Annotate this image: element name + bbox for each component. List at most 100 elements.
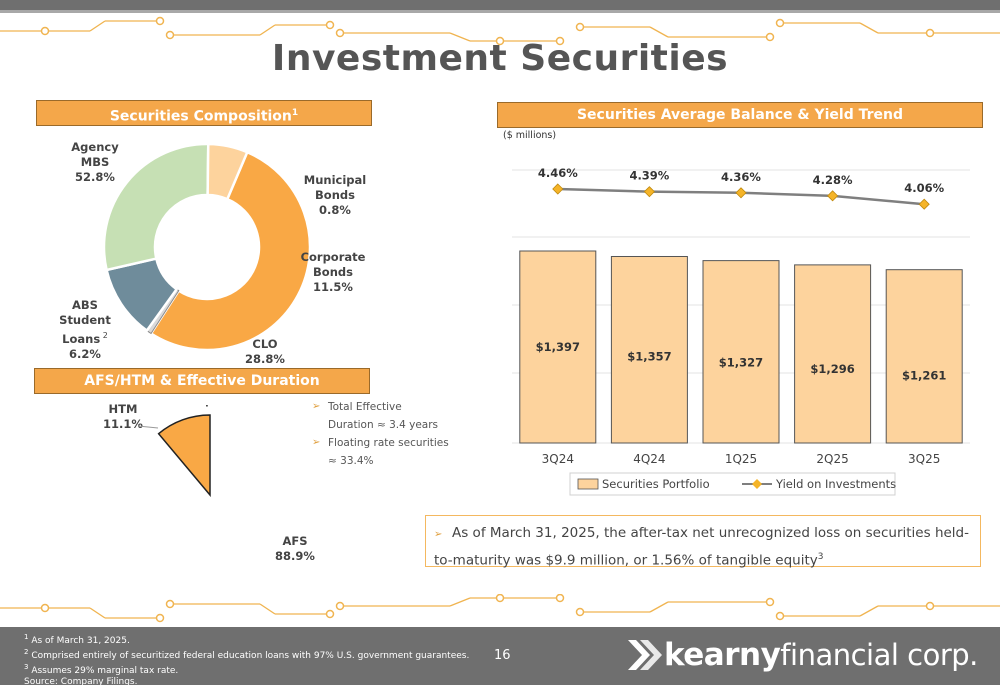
htm-leader-line <box>138 425 159 429</box>
circuit-line <box>89 20 106 32</box>
circuit-node <box>765 597 775 607</box>
circuit-node <box>40 603 50 613</box>
circuit-decoration-bottom <box>0 594 1000 623</box>
circuit-line <box>89 607 106 619</box>
pie-slice-label: AFS 88.9% <box>275 534 315 563</box>
arrow-bullet-icon: ➢ <box>312 437 321 448</box>
circuit-node <box>325 609 335 619</box>
circuit-node <box>165 599 175 609</box>
arrow-bullet-icon: ➢ <box>434 529 443 540</box>
trend-units: ($ millions) <box>503 130 557 141</box>
circuit-decoration-top <box>0 16 1000 46</box>
circuit-node <box>575 22 585 32</box>
circuit-node <box>925 28 935 38</box>
bar-value-label: $1,397 <box>536 340 580 354</box>
slice-name: Municipal Bonds <box>303 173 367 202</box>
slice-name: Corporate Bonds <box>300 250 366 279</box>
duration-bullets: ➢ Total Effective Duration ≈ 3.4 years ➢ F… <box>312 398 482 470</box>
circuit-node <box>765 32 775 42</box>
slice-name-sup: 2 <box>100 331 108 340</box>
slice-name: ABS Student Loans <box>59 298 111 346</box>
circuit-line <box>449 32 471 42</box>
page-number: 16 <box>494 648 511 663</box>
donut-slice-label: Corporate Bonds 11.5% <box>278 250 388 295</box>
kearny-logo: kearny financial corp. <box>626 633 978 677</box>
footnotes: 1 As of March 31, 2025. 2 Comprised enti… <box>24 632 469 688</box>
yield-point <box>735 187 747 199</box>
legend-label: Securities Portfolio <box>602 477 710 491</box>
top-bar-accent <box>0 10 1000 13</box>
bar <box>610 255 688 444</box>
bar <box>702 260 780 444</box>
arrow-bullet-icon: ➢ <box>312 401 321 412</box>
yield-value-label: 4.06% <box>904 181 944 195</box>
circuit-node <box>575 607 585 617</box>
callout-text: As of March 31, 2025, the after-tax net … <box>434 525 969 569</box>
circuit-node <box>335 28 345 38</box>
circuit-node <box>555 594 565 603</box>
pie-slice-afs <box>157 414 211 498</box>
bullet-floating: ➢ Floating rate securities <box>312 434 482 452</box>
composition-header: Securities Composition1 <box>36 100 372 126</box>
legend-label: Yield on Investments <box>775 477 896 491</box>
composition-header-text: Securities Composition <box>109 108 292 125</box>
legend-swatch-marker <box>752 479 762 489</box>
bullet-duration-line2: Duration ≈ 3.4 years <box>328 419 439 431</box>
circuit-node <box>555 36 565 46</box>
footnote-3: 3 Assumes 29% marginal tax rate. <box>24 663 179 676</box>
circuit-node <box>925 601 935 611</box>
circuit-line <box>449 597 471 607</box>
donut-slice-label: Agency MBS 52.8% <box>40 140 150 185</box>
footer-bar <box>0 627 1000 685</box>
composition-donut-chart <box>102 142 312 352</box>
bar-value-label: $1,327 <box>719 356 763 370</box>
logo-text-light: financial corp. <box>780 638 978 672</box>
x-tick-label: 3Q24 <box>542 452 574 466</box>
circuit-node <box>325 20 335 30</box>
circuit-node <box>775 611 785 621</box>
bar <box>794 264 872 444</box>
bullet-duration-cont: Duration ≈ 3.4 years <box>312 416 482 434</box>
circuit-line <box>859 605 879 617</box>
bar-value-label: $1,357 <box>627 349 671 363</box>
footnote-1: 1 As of March 31, 2025. <box>24 633 130 646</box>
bar-value-label: $1,261 <box>902 369 946 383</box>
circuit-line <box>259 24 276 36</box>
circuit-line <box>649 26 669 38</box>
circuit-node <box>495 36 505 46</box>
yield-point <box>643 186 655 198</box>
balance-yield-chart: $1,397 3Q24 $1,357 4Q24 $1,327 1Q25 $1,296 2Q25… <box>512 166 970 496</box>
bullet-duration: ➢ Total Effective <box>312 398 482 416</box>
circuit-node <box>495 594 505 603</box>
logo-text-bold: kearny <box>664 637 781 673</box>
x-tick-label: 1Q25 <box>725 452 757 466</box>
slice-pct: 28.8% <box>245 352 285 366</box>
circuit-node <box>335 601 345 611</box>
chart-legend: Securities Portfolio Yield on Investments <box>569 472 896 496</box>
slice-name: Agency MBS <box>71 140 119 169</box>
afs-htm-pie-chart <box>157 405 211 498</box>
bar <box>885 269 963 444</box>
circuit-node <box>155 16 165 26</box>
x-tick-label: 4Q24 <box>633 452 665 466</box>
callout-sup: 3 <box>817 552 824 562</box>
circuit-line <box>259 603 276 615</box>
donut-slice <box>102 142 210 272</box>
yield-value-label: 4.46% <box>538 166 578 180</box>
donut-slice <box>149 150 312 352</box>
circuit-line <box>859 22 879 34</box>
circuit-node <box>775 18 785 28</box>
slice-pct: 52.8% <box>75 170 115 184</box>
bullet-duration-line1: Total Effective <box>328 401 402 413</box>
kearny-chevron-logo-icon <box>628 640 662 670</box>
circuit-line <box>649 601 669 613</box>
slice-pct: 11.5% <box>313 280 353 294</box>
circuit-node <box>40 26 50 36</box>
donut-slice-label: Municipal Bonds 0.8% <box>280 173 390 218</box>
x-tick-label: 3Q25 <box>908 452 940 466</box>
x-tick-label: 2Q25 <box>816 452 848 466</box>
composition-header-sup: 1 <box>291 108 299 118</box>
yield-point <box>552 183 564 195</box>
legend-swatch-bar <box>577 478 599 490</box>
bullet-floating-line1: Floating rate securities <box>328 437 449 449</box>
